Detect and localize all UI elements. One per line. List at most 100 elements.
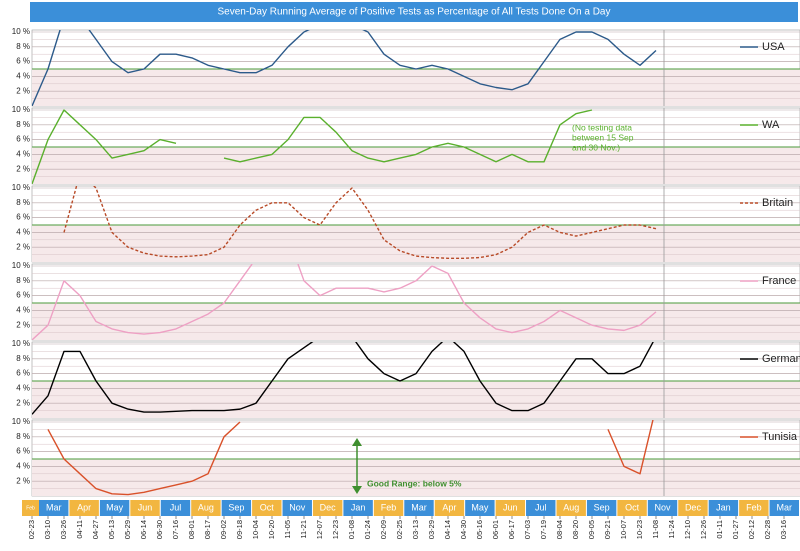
x-tick-label: 11-05: [283, 520, 292, 539]
month-band: [556, 500, 586, 516]
x-tick-label: 02-23: [27, 520, 36, 539]
month-label: Nov: [289, 502, 306, 512]
chart-title: Seven-Day Running Average of Positive Te…: [217, 7, 610, 18]
annotation: Good Range: below 5%: [367, 478, 462, 488]
x-tick-label: 04-27: [91, 520, 100, 539]
y-tick-label: 6 %: [16, 135, 30, 144]
x-tick-label: 02-09: [379, 520, 388, 539]
month-band: [282, 500, 312, 516]
month-band: [69, 500, 99, 516]
month-label: Sep: [594, 502, 610, 512]
month-label: Feb: [26, 505, 35, 511]
month-band: [343, 500, 373, 516]
x-tick-label: 08-20: [571, 520, 580, 539]
y-tick-label: 8 %: [16, 354, 30, 363]
month-band: [22, 500, 39, 516]
x-tick-label: 05-13: [107, 520, 116, 539]
y-tick-label: 4 %: [16, 384, 30, 393]
y-tick-label: 8 %: [16, 198, 30, 207]
month-label: Apr: [442, 502, 456, 512]
month-label: Mar: [46, 502, 62, 512]
good-range-fill: [32, 225, 800, 262]
good-range-fill: [32, 459, 800, 496]
month-band: [373, 500, 404, 516]
month-label: Jul: [170, 502, 182, 512]
annotation: between 15 Sep: [572, 132, 634, 142]
y-tick-label: 2 %: [16, 164, 30, 173]
month-band: [617, 500, 647, 516]
annotation: (No testing data: [572, 122, 632, 132]
month-label: May: [471, 502, 489, 512]
x-tick-label: 08-01: [187, 520, 196, 539]
y-tick-label: 10 %: [12, 261, 30, 270]
y-tick-label: 8 %: [16, 432, 30, 441]
series-line: [47, 420, 654, 496]
x-tick-label: 08-04: [555, 520, 564, 539]
good-range-fill: [32, 303, 800, 340]
month-label: Jun: [503, 502, 518, 512]
month-band: [739, 500, 769, 516]
series-line: [32, 109, 593, 184]
x-tick-label: 09-05: [587, 520, 596, 539]
series-line: [32, 30, 657, 106]
month-band: [160, 500, 191, 516]
y-tick-label: 4 %: [16, 306, 30, 315]
month-band: [495, 500, 526, 516]
month-label: Mar: [411, 502, 427, 512]
legend-label: Tunisia: [762, 431, 798, 443]
x-tick-label: 07-16: [171, 520, 180, 539]
x-tick-label: 11-08: [651, 520, 660, 539]
panel: 2 % 4 % 6 % 8 % 10 % USA: [12, 27, 800, 107]
month-label: Aug: [563, 502, 579, 512]
month-band: [252, 500, 282, 516]
legend-label: Britain: [762, 197, 793, 209]
month-band: [586, 500, 617, 516]
y-tick-label: 6 %: [16, 57, 30, 66]
legend-label: WA: [762, 119, 780, 131]
month-label: Aug: [198, 502, 214, 512]
x-tick-label: 06-01: [491, 520, 500, 539]
x-tick-label: 11-24: [667, 520, 676, 539]
series-line: [32, 342, 654, 415]
month-band: [130, 500, 160, 516]
y-tick-label: 10 %: [12, 417, 30, 426]
y-tick-label: 8 %: [16, 120, 30, 129]
x-tick-label: 10-04: [251, 520, 260, 539]
x-tick-label: 01-08: [347, 520, 356, 539]
x-tick-label: 09-21: [603, 520, 612, 539]
y-tick-label: 6 %: [16, 447, 30, 456]
x-tick-label: 09-02: [219, 520, 228, 539]
x-tick-label: 12-07: [315, 520, 324, 539]
x-tick-label: 02-28: [763, 520, 772, 539]
x-tick-label: 10-07: [619, 520, 628, 539]
month-label: Jul: [535, 502, 547, 512]
panel: 2 % 4 % 6 % 8 % 10 % Germany: [12, 339, 800, 419]
y-tick-label: 2 %: [16, 476, 30, 485]
y-tick-label: 4 %: [16, 228, 30, 237]
month-label: Dec: [320, 502, 337, 512]
x-tick-label: 03-26: [59, 520, 68, 539]
month-band: [526, 500, 556, 516]
x-tick-label: 10-23: [635, 520, 644, 539]
x-tick-label: 01-27: [731, 520, 740, 539]
x-tick-label: 07-03: [523, 520, 532, 539]
series-line: [63, 186, 657, 259]
x-tick-label: 06-30: [155, 520, 164, 539]
legend-label: USA: [762, 41, 785, 53]
month-band: [769, 500, 799, 516]
x-tick-label: 06-14: [139, 520, 148, 539]
x-tick-label: 08-17: [203, 520, 212, 539]
x-tick-label: 12-10: [683, 520, 692, 539]
annotation: and 30 Nov.): [572, 142, 620, 152]
month-label: Mar: [777, 502, 793, 512]
month-band: [708, 500, 739, 516]
panel: 2 % 4 % 6 % 8 % 10 % Tunisia Good Range: below…: [12, 417, 800, 497]
y-tick-label: 4 %: [16, 462, 30, 471]
y-tick-label: 6 %: [16, 213, 30, 222]
month-band: [404, 500, 434, 516]
x-tick-label: 04-11: [75, 520, 84, 539]
month-label: Sep: [228, 502, 244, 512]
x-tick-label: 10-20: [267, 520, 276, 539]
x-tick-label: 05-16: [475, 520, 484, 539]
